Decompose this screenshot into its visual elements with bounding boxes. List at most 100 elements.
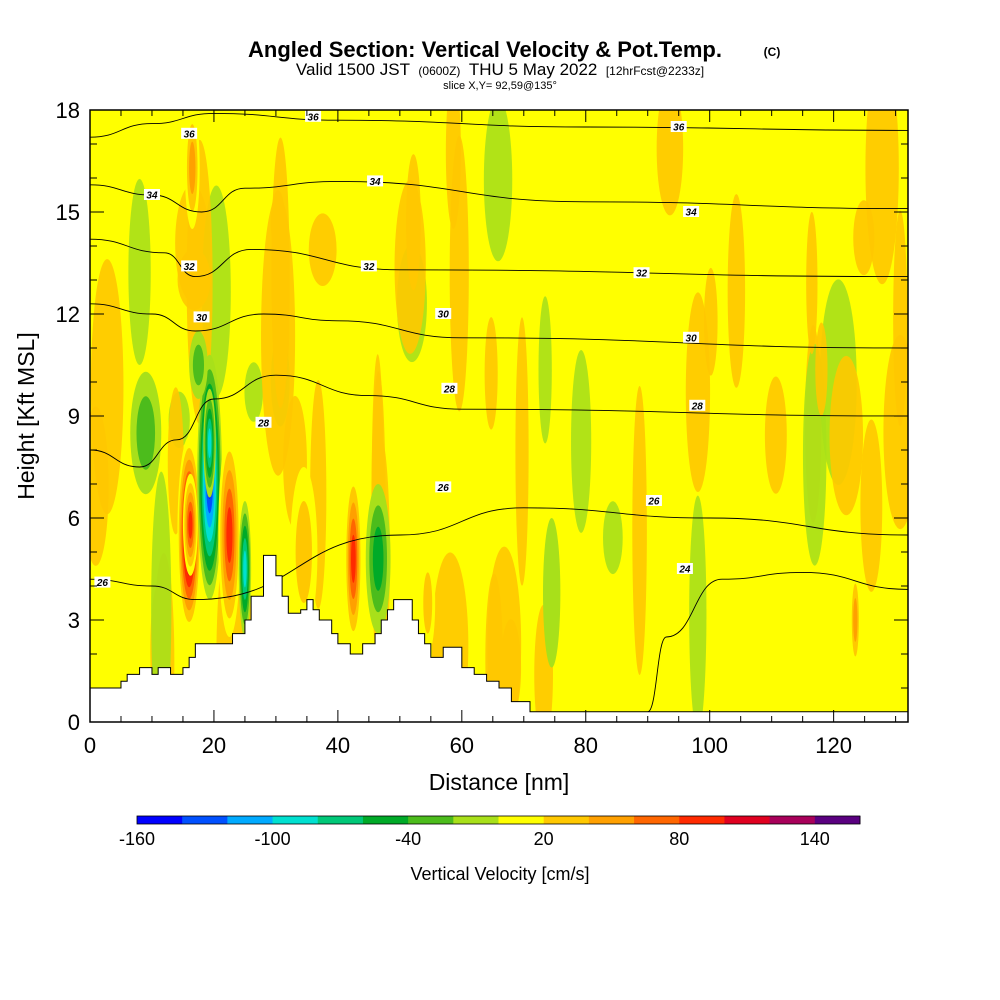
contour-36 xyxy=(90,112,908,138)
contour-34 xyxy=(90,180,908,213)
forecast-info: [12hrFcst@2233z] xyxy=(606,64,704,78)
contour-label-32: 32 xyxy=(363,262,375,273)
contour-label-bg xyxy=(633,267,650,279)
texture-band xyxy=(538,296,552,444)
contour-30 xyxy=(90,303,908,349)
velocity-cell xyxy=(423,572,433,634)
y-tick-label: 12 xyxy=(56,302,80,327)
colorbar xyxy=(136,815,861,825)
terrain xyxy=(90,554,908,722)
contour-label-34: 34 xyxy=(369,177,381,188)
texture-band xyxy=(449,135,469,412)
colorbar-label: 20 xyxy=(534,829,554,849)
colorbar-swatch xyxy=(317,816,364,824)
velocity-cell xyxy=(372,526,384,591)
contour-label-28: 28 xyxy=(691,401,704,412)
texture-band xyxy=(685,292,711,493)
velocity-cell xyxy=(136,396,156,470)
contour-label-28: 28 xyxy=(443,384,456,395)
x-axis-title: Distance [nm] xyxy=(429,769,570,795)
contour-label-30: 30 xyxy=(686,333,698,344)
contour-label-26: 26 xyxy=(647,497,660,508)
velocity-cell xyxy=(295,501,312,603)
y-tick-label: 15 xyxy=(56,200,80,225)
colorbar-swatch xyxy=(362,816,409,824)
contour-24 xyxy=(647,571,908,713)
contour-label-bg xyxy=(367,175,384,187)
contour-label-bg xyxy=(305,110,322,122)
contour-label-bg xyxy=(435,481,452,493)
colorbar-label: -100 xyxy=(255,829,291,849)
contour-label-36: 36 xyxy=(673,123,685,134)
contour-label-bg xyxy=(181,127,198,139)
x-tick-label: 0 xyxy=(84,733,96,758)
contour-label-26: 26 xyxy=(96,578,109,589)
contour-label-bg xyxy=(181,260,198,272)
x-tick-label: 120 xyxy=(815,733,852,758)
slice-info: slice X,Y= 92,59@135° xyxy=(443,80,557,92)
contour-label-bg xyxy=(360,260,377,272)
contour-label-28: 28 xyxy=(257,418,270,429)
colorbar-title: Vertical Velocity [cm/s] xyxy=(410,864,589,884)
colorbar-label: -160 xyxy=(119,829,155,849)
colorbar-frame xyxy=(136,815,861,825)
x-axis: 0 20 40 60 80 100 120 xyxy=(84,110,897,758)
velocity-cell xyxy=(351,534,356,583)
colorbar-labels: -160 -100 -40 20 80 140 xyxy=(119,829,830,849)
contour-label-bg xyxy=(441,382,458,394)
texture-band xyxy=(860,419,883,592)
velocity-cell xyxy=(226,507,233,563)
colorbar-swatch xyxy=(814,816,861,824)
colorbar-swatch xyxy=(588,816,635,824)
colorbar-swatch xyxy=(227,816,274,824)
contour-label-bg xyxy=(193,311,210,323)
colorbar-label: 80 xyxy=(669,829,689,849)
texture-band xyxy=(244,362,263,422)
texture-band xyxy=(602,501,623,575)
contour-32 xyxy=(90,238,908,278)
y-tick-label: 0 xyxy=(68,710,80,735)
colorbar-label: -40 xyxy=(395,829,421,849)
contour-label-30: 30 xyxy=(196,313,208,324)
colorbar-swatch xyxy=(498,816,545,824)
texture-band xyxy=(406,154,421,291)
valid-date: THU 5 May 2022 xyxy=(469,60,598,79)
contour-label-bg xyxy=(143,189,160,200)
velocity-cell xyxy=(207,428,212,459)
texture-band xyxy=(128,178,151,366)
texture-band xyxy=(515,317,529,586)
contour-label-bg xyxy=(435,308,452,319)
velocity-cell xyxy=(189,141,196,195)
colorbar-swatch xyxy=(634,816,680,824)
texture-band xyxy=(151,471,172,722)
y-tick-label: 3 xyxy=(68,608,80,633)
y-tick-label: 18 xyxy=(56,98,80,123)
contour-label-34: 34 xyxy=(686,208,698,219)
y-axis: 0 36 9 12 15 18 xyxy=(56,98,908,735)
x-tick-label: 80 xyxy=(574,733,598,758)
velocity-cell xyxy=(542,518,561,668)
chart-title: Angled Section: Vertical Velocity & Pot.… xyxy=(248,37,722,62)
contour-label-bg xyxy=(255,416,272,428)
texture-band xyxy=(90,259,124,515)
valid-prefix: Valid 1500 JST xyxy=(296,60,410,79)
texture-band xyxy=(806,211,818,355)
texture-band xyxy=(764,376,787,494)
contour-label-bg xyxy=(683,331,700,343)
contour-label-bg xyxy=(670,121,687,132)
colorbar-swatch xyxy=(408,816,454,824)
contour-label-bg xyxy=(676,563,693,574)
texture-band xyxy=(829,355,864,516)
velocity-cell xyxy=(853,598,858,642)
y-axis-title: Height [Kft MSL] xyxy=(13,332,39,499)
x-tick-label: 100 xyxy=(691,733,728,758)
x-tick-label: 20 xyxy=(202,733,226,758)
velocity-cell xyxy=(192,344,205,386)
colorbar-swatch xyxy=(272,816,319,824)
y-tick-label: 9 xyxy=(68,404,80,429)
contour-label-30: 30 xyxy=(438,310,450,321)
texture-band xyxy=(689,495,707,722)
texture-band xyxy=(815,322,828,416)
contour-label-32: 32 xyxy=(184,262,196,273)
